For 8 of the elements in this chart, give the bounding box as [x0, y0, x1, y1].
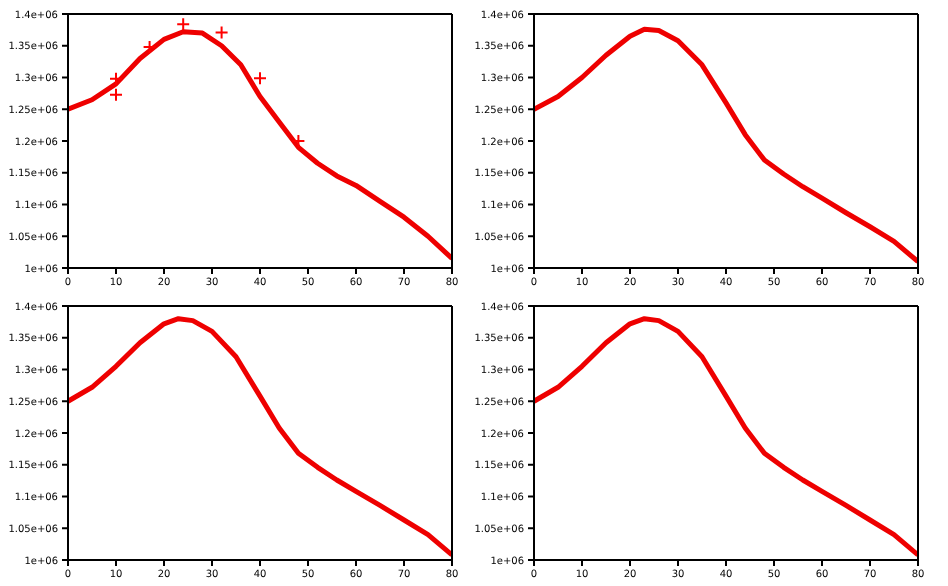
point — [142, 40, 157, 55]
point — [291, 134, 306, 148]
point — [253, 71, 267, 86]
line-series — [68, 29, 452, 261]
point — [214, 25, 229, 40]
point — [109, 71, 123, 86]
point — [109, 87, 123, 102]
point — [176, 17, 191, 32]
